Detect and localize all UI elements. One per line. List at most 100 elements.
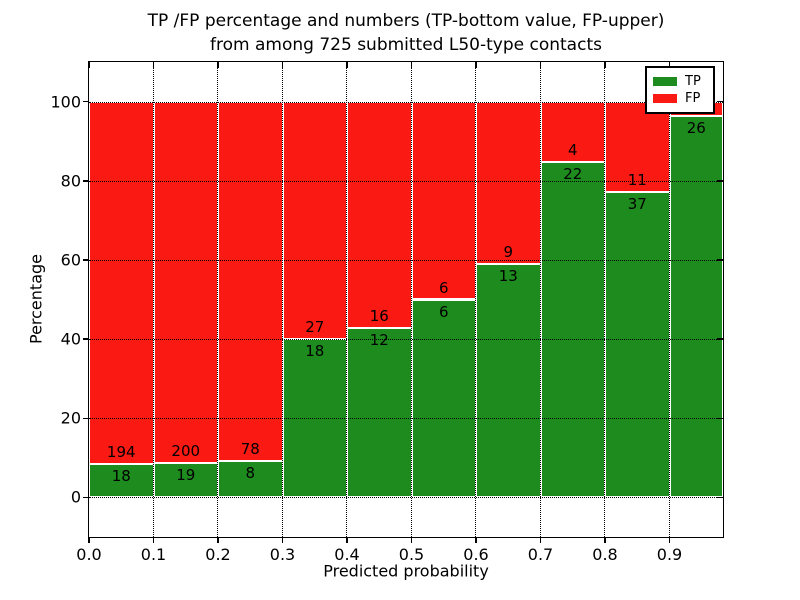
tp-count-label: 18	[305, 342, 325, 361]
x-tick-label: 0.7	[527, 545, 554, 564]
tp-count-label: 18	[111, 466, 131, 485]
chart-title: TP /FP percentage and numbers (TP-bottom…	[148, 9, 665, 57]
y-gridline	[89, 418, 723, 420]
y-tick-label: 100	[50, 92, 81, 112]
x-gridline	[668, 62, 670, 537]
x-tick-mark	[668, 537, 671, 543]
fp-count-label: 4	[567, 141, 578, 160]
x-tick-label: 0.8	[592, 545, 618, 564]
x-tick-mark	[410, 537, 413, 543]
x-tick-mark-top	[604, 62, 606, 68]
y-gridline	[89, 101, 723, 103]
x-tick-mark	[88, 537, 90, 543]
bar-segment-fp	[411, 101, 476, 300]
fp-count-label: 200	[171, 442, 201, 461]
x-tick-label: 0.0	[76, 545, 102, 564]
y-tick-mark-right	[717, 417, 723, 419]
x-tick-mark	[539, 537, 542, 543]
x-tick-mark-top	[410, 62, 413, 68]
x-tick-mark	[281, 537, 284, 543]
y-tick-mark-right	[717, 180, 723, 182]
x-tick-label: 0.6	[463, 545, 489, 564]
bar-segment-tp	[153, 463, 218, 498]
x-gridline	[281, 62, 283, 537]
bar-segment-fp	[282, 101, 347, 340]
y-gridline	[89, 339, 723, 341]
x-tick-mark-top	[475, 62, 477, 68]
x-gridline	[475, 62, 477, 537]
x-tick-mark	[475, 537, 477, 543]
legend-entry-tp: TP	[653, 75, 707, 88]
x-tick-mark-top	[281, 62, 284, 68]
tp-count-label: 26	[686, 119, 706, 138]
chart-title-line2: from among 725 submitted L50-type contac…	[210, 35, 602, 55]
y-tick-label: 20	[60, 408, 81, 428]
y-tick-mark	[83, 180, 89, 182]
y-gridline	[89, 497, 723, 499]
bar-segment-tp	[669, 116, 723, 498]
x-tick-mark-top	[539, 62, 542, 68]
chart-title-line1: TP /FP percentage and numbers (TP-bottom…	[147, 11, 665, 31]
fp-count-label: 194	[106, 442, 136, 461]
fp-count-label: 6	[438, 278, 449, 297]
x-gridline	[346, 62, 348, 537]
bar-segment-fp	[89, 101, 154, 464]
fp-count-label: 27	[305, 318, 325, 337]
y-tick-mark	[83, 496, 89, 499]
x-tick-label: 0.2	[205, 545, 231, 564]
y-tick-mark-right	[717, 100, 723, 103]
y-tick-label: 80	[60, 171, 81, 191]
y-tick-mark	[83, 100, 89, 103]
x-tick-mark	[346, 537, 348, 543]
y-tick-label: 60	[60, 250, 81, 270]
y-tick-label: 40	[60, 329, 81, 349]
fp-count-label: 11	[627, 171, 647, 190]
x-tick-mark-top	[668, 62, 671, 68]
x-tick-mark	[217, 537, 219, 543]
x-tick-mark	[152, 537, 155, 543]
legend-entry-fp: FP	[653, 92, 707, 105]
bar-segment-tp	[476, 263, 541, 498]
legend-swatch-tp	[653, 76, 677, 86]
bar-segment-fp	[476, 101, 541, 264]
fp-count-label: 16	[369, 306, 389, 325]
tp-count-label: 6	[438, 302, 449, 321]
x-gridline	[217, 62, 219, 537]
x-gridline	[410, 62, 412, 537]
tp-count-label: 12	[369, 330, 389, 349]
legend-swatch-fp	[653, 94, 677, 104]
tp-count-label: 37	[627, 195, 647, 214]
y-tick-mark	[83, 338, 89, 340]
x-tick-label: 0.1	[140, 545, 167, 564]
x-tick-label: 0.9	[656, 545, 683, 564]
tp-count-label: 13	[498, 266, 518, 285]
y-tick-mark-right	[717, 338, 723, 340]
fp-count-label: 9	[503, 242, 514, 261]
bar-segment-fp	[347, 101, 412, 328]
x-gridline	[539, 62, 541, 537]
bar-segment-tp	[347, 327, 412, 498]
x-gridline	[604, 62, 606, 537]
x-tick-mark	[604, 537, 606, 543]
legend-label-tp: TP	[685, 73, 701, 89]
bar-segment-tp	[411, 299, 476, 498]
legend: TP FP	[645, 66, 715, 114]
y-tick-mark	[83, 417, 89, 419]
tp-count-label: 19	[176, 466, 196, 485]
bar-segment-fp	[153, 101, 218, 464]
y-tick-mark	[83, 259, 89, 261]
y-tick-mark-right	[717, 259, 723, 261]
bar-segment-fp	[218, 101, 283, 461]
fp-count-label: 78	[240, 439, 260, 458]
tp-count-label: 8	[245, 463, 256, 482]
x-tick-mark-top	[88, 62, 90, 68]
bar-segment-tp	[605, 192, 670, 498]
legend-label-fp: FP	[685, 91, 701, 107]
y-tick-label: 0	[70, 487, 81, 507]
bar-segment-tp	[89, 463, 154, 498]
x-tick-label: 0.3	[269, 545, 296, 564]
x-axis-label: Predicted probability	[323, 561, 489, 581]
x-tick-label: 0.5	[398, 545, 425, 564]
tp-count-label: 22	[563, 165, 583, 184]
